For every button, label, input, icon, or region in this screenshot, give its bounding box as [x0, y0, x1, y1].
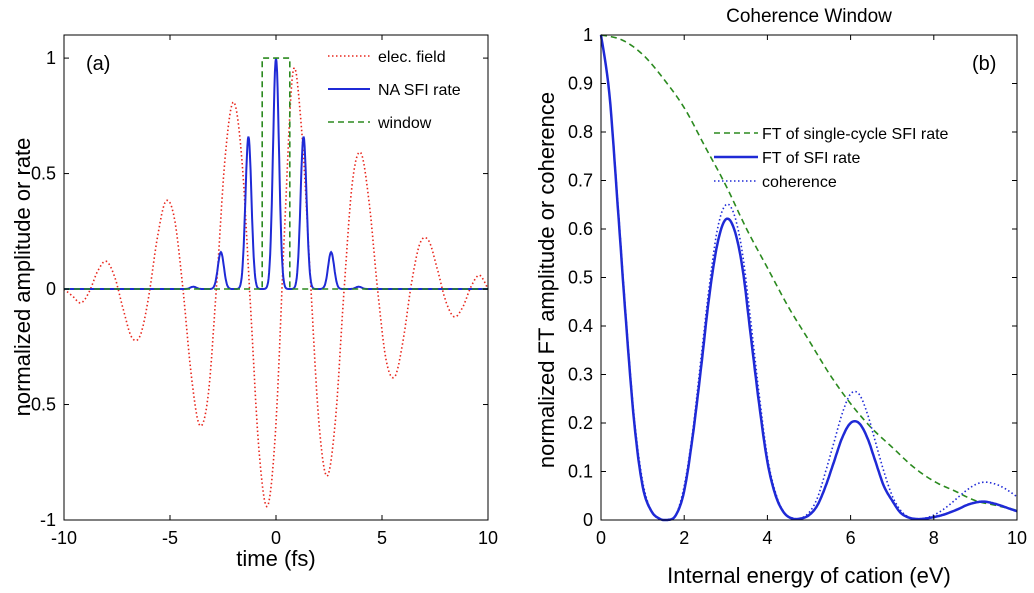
panel-b-legend-label-1: FT of single-cycle SFI rate [762, 126, 949, 143]
panel-a-x-tick-label: 5 [377, 528, 387, 548]
panel-a-plot-area [63, 57, 489, 508]
panel-b-legend-label-2: FT of SFI rate [762, 150, 861, 167]
panel-b-ticks: 0 2 4 6 8 10 0 0.1 0.2 0.3 0.4 0.5 0.6 0.7 0.8 0.9 1 [568, 25, 1027, 548]
panel-a-label: (a) [86, 53, 110, 75]
panel-a-y-tick-label: -0.5 [25, 395, 56, 415]
panel-a-y-tick-label: 0.5 [31, 164, 56, 184]
panel-a-legend-label-2: NA SFI rate [378, 82, 461, 99]
panel-a-ticks: -10 -5 0 5 10 -1 -0.5 0 0.5 1 [25, 35, 498, 548]
panel-a: -10 -5 0 5 10 -1 -0.5 0 0.5 1 (a) time (fs) norma… [10, 34, 498, 571]
panel-b-legend: FT of single-cycle SFI rate FT of SFI rat… [714, 126, 949, 191]
panel-b-title: Coherence Window [726, 6, 892, 27]
panel-a-legend-label-1: elec. field [378, 49, 446, 66]
panel-a-y-tick-label: 0 [46, 279, 56, 299]
panel-b-series-1-line [600, 34, 1018, 512]
panel-b-y-tick-label: 1 [583, 25, 593, 45]
panel-a-legend: elec. field NA SFI rate window [328, 49, 461, 132]
panel-b-series-2-line [599, 34, 1018, 522]
panel-b-axes-frame [600, 34, 1018, 521]
panel-b-x-tick-label: 0 [596, 528, 606, 548]
panel-a-series-1-line [63, 66, 489, 508]
panel-b-x-tick-label: 2 [679, 528, 689, 548]
panel-b-series-3-line [600, 34, 1018, 521]
panel-b-x-tick-label: 8 [929, 528, 939, 548]
panel-a-x-tick-label: 10 [478, 528, 498, 548]
panel-b-y-tick-label: 0.5 [568, 268, 593, 288]
panel-a-x-axis-label: time (fs) [236, 546, 315, 571]
panel-b-y-tick-label: 0.4 [568, 316, 593, 336]
panel-a-series-3-line [64, 57, 488, 290]
panel-a-legend-label-3: window [377, 115, 432, 132]
panel-b: 0 2 4 6 8 10 0 0.1 0.2 0.3 0.4 0.5 0.6 0.7 0.8 0.9 1 Coh… [534, 6, 1027, 588]
panel-b-plot-area [599, 34, 1018, 522]
panel-b-y-tick-label: 0 [583, 510, 593, 530]
panel-a-x-tick-label: -10 [51, 528, 77, 548]
panel-b-legend-label-3: coherence [762, 174, 837, 191]
panel-b-y-tick-label: 0.7 [568, 171, 593, 191]
panel-b-x-tick-label: 10 [1007, 528, 1027, 548]
panel-b-y-tick-label: 0.6 [568, 219, 593, 239]
panel-a-y-axis-label: normalized amplitude or rate [10, 138, 35, 417]
panel-b-x-tick-label: 6 [846, 528, 856, 548]
panel-b-x-axis-label: Internal energy of cation (eV) [667, 563, 951, 588]
panel-b-y-tick-label: 0.2 [568, 413, 593, 433]
panel-b-x-tick-label: 4 [762, 528, 772, 548]
panel-b-label: (b) [972, 53, 996, 75]
panel-b-y-axis-label: normalized FT amplitude or coherence [534, 92, 559, 468]
panel-a-x-tick-label: 0 [271, 528, 281, 548]
panel-b-y-tick-label: 0.1 [568, 462, 593, 482]
panel-a-axes-frame [63, 34, 489, 521]
panel-a-y-tick-label: 1 [46, 48, 56, 68]
panel-a-y-tick-label: -1 [40, 510, 56, 530]
panel-b-y-tick-label: 0.9 [568, 74, 593, 94]
panel-a-x-tick-label: -5 [162, 528, 178, 548]
panel-b-y-tick-label: 0.3 [568, 365, 593, 385]
panel-b-y-tick-label: 0.8 [568, 122, 593, 142]
